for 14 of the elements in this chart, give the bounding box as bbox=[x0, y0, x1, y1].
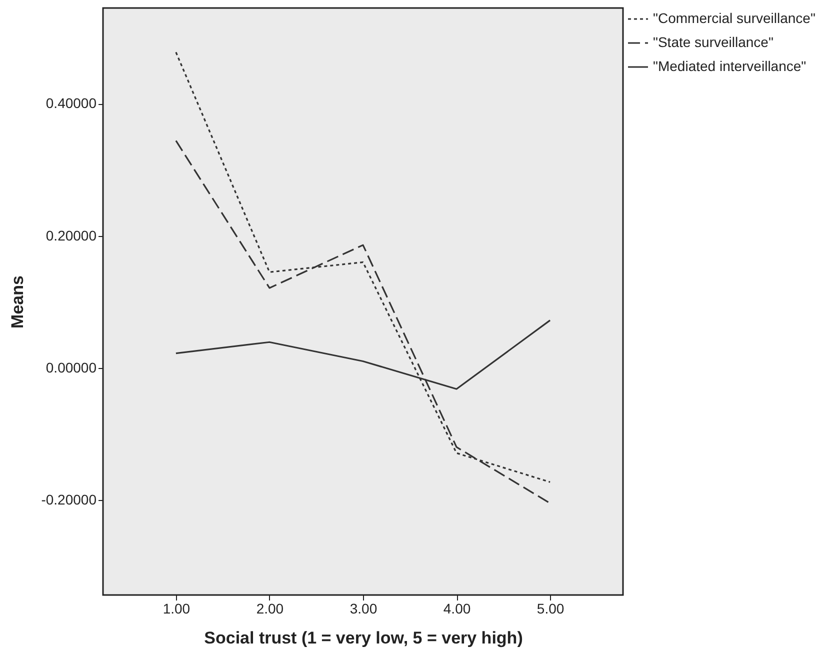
y-tick-label: -0.20000 bbox=[41, 491, 97, 508]
y-tick-label: 0.00000 bbox=[46, 359, 97, 376]
x-tick-label: 4.00 bbox=[443, 600, 471, 616]
x-tick-label: 5.00 bbox=[536, 600, 564, 616]
legend-label: "State surveillance" bbox=[653, 34, 774, 50]
x-tick-label: 1.00 bbox=[162, 600, 190, 616]
legend-label: "Commercial surveillance" bbox=[653, 10, 816, 26]
x-axis-title: Social trust (1 = very low, 5 = very high) bbox=[204, 628, 523, 648]
x-tick-label: 3.00 bbox=[350, 600, 378, 616]
y-tick-label: 0.20000 bbox=[46, 227, 97, 244]
y-tick-label: 0.40000 bbox=[46, 95, 97, 112]
legend-label: "Mediated interveillance" bbox=[653, 58, 806, 74]
y-axis-title: Means bbox=[8, 276, 28, 328]
x-tick-label: 2.00 bbox=[256, 600, 284, 616]
